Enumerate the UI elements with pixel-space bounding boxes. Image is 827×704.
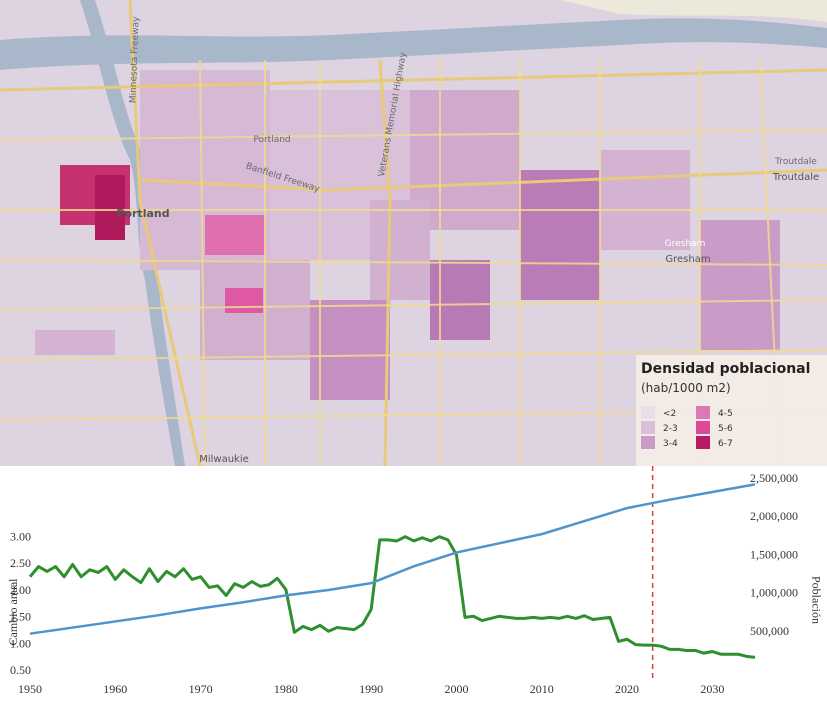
x-tick-label: 1950 [18,682,42,696]
legend-label: 4-5 [718,409,733,419]
x-tick-label: 1990 [359,682,383,696]
y2-tick-label: 1,000,000 [750,586,798,600]
chart: Cambio anual Población 1950 1960 1970 1980 1… [6,466,823,696]
y-tick-label: 3.00 [10,530,31,544]
legend-title: Densidad poblacional [641,361,810,377]
y2-tick-label: 1,500,000 [750,547,798,561]
legend-swatch [696,421,710,434]
map-label: Portland [116,207,169,220]
density-blocks [35,70,780,400]
legend-swatch [641,406,655,419]
map: Minnesota Freeway Portland Portland Banf… [0,0,827,467]
legend-label: 6-7 [718,439,733,449]
map-label: Gresham [665,254,710,265]
legend-label: <2 [663,409,676,419]
x-tick-label: 2030 [700,682,724,696]
y-tick-label: 1.50 [10,610,31,624]
legend-box [636,355,827,466]
y-axis-title: Cambio anual [6,578,20,646]
legend-subtitle: (hab/1000 m2) [641,381,731,395]
map-label: Portland [253,135,290,145]
map-label: Troutdale [772,172,819,183]
y-tick-label: 1.00 [10,636,31,650]
y2-axis-title: Población [809,576,823,624]
map-label: Troutdale [774,157,817,167]
x-tick-label: 2010 [530,682,554,696]
x-tick-label: 1980 [274,682,298,696]
map-label: Minnesota Freeway [128,16,141,104]
y-tick-label: 2.50 [10,556,31,570]
x-tick-label: 2020 [615,682,639,696]
map-label: Gresham [665,239,706,249]
legend-swatch [696,406,710,419]
legend-label: 5-6 [718,424,733,434]
legend-label: 2-3 [663,424,678,434]
legend-label: 3-4 [663,439,678,449]
river-willamette [80,0,185,466]
series-line [28,535,756,659]
series-line [29,483,756,635]
river-columbia [0,18,827,71]
legend-items: <2 2-3 3-4 4-5 5-6 6-7 [641,406,733,449]
y2-tick-label: 2,000,000 [750,509,798,523]
legend: Densidad poblacional (hab/1000 m2) <2 2-3… [636,355,827,466]
x-tick-label: 2000 [444,682,468,696]
y2-tick-label: 2,500,000 [750,471,798,485]
map-label: Milwaukie [199,454,249,465]
y-tick-label: 0.50 [10,663,31,677]
x-tick-label: 1970 [189,682,213,696]
legend-swatch [641,436,655,449]
y-tick-label: 2.00 [10,583,31,597]
legend-swatch [696,436,710,449]
legend-swatch [641,421,655,434]
x-tick-label: 1960 [103,682,127,696]
land-north [560,0,827,22]
y2-tick-label: 500,000 [750,624,789,638]
